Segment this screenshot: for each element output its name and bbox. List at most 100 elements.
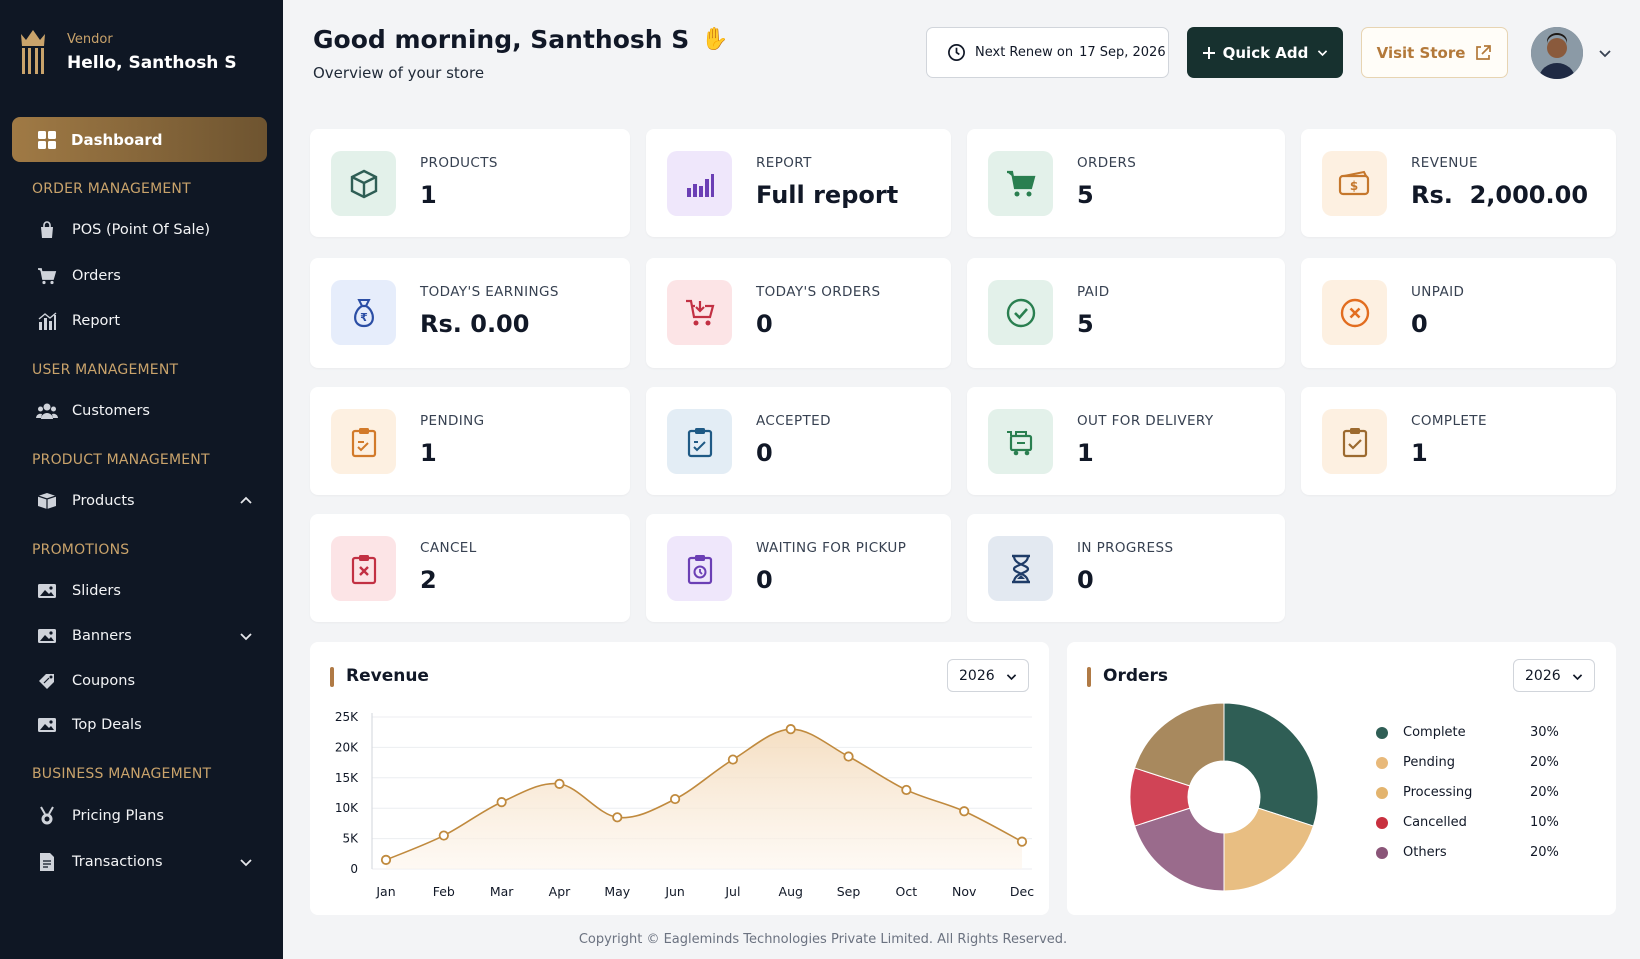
stat-label: PENDING bbox=[420, 413, 485, 429]
clipboard-check-icon bbox=[687, 427, 712, 457]
sidebar-item-dashboard[interactable]: Dashboard bbox=[12, 117, 267, 162]
bar-chart-icon bbox=[36, 310, 58, 332]
sidebar-item-banners[interactable]: Banners bbox=[24, 619, 264, 653]
legend-percent: 10% bbox=[1530, 815, 1559, 830]
sidebar-item-label: POS (Point Of Sale) bbox=[72, 222, 211, 238]
stat-card-revenue[interactable]: $ REVENUE Rs. 2,000.00 bbox=[1301, 129, 1616, 237]
sidebar-item-coupons[interactable]: Coupons bbox=[24, 664, 264, 698]
sidebar-item-customers[interactable]: Customers bbox=[24, 394, 264, 428]
stat-card-unpaid[interactable]: UNPAID 0 bbox=[1301, 258, 1616, 368]
stat-label: PAID bbox=[1077, 284, 1110, 300]
y-tick-label: 5K bbox=[342, 832, 359, 846]
stat-value: Full report bbox=[756, 181, 899, 209]
x-tick-label: Dec bbox=[1010, 884, 1034, 899]
sidebar-item-transactions[interactable]: Transactions bbox=[24, 845, 264, 879]
renew-info: Next Renew on 17 Sep, 2026 bbox=[926, 27, 1169, 78]
grid-icon bbox=[38, 130, 56, 149]
legend-dot bbox=[1376, 756, 1388, 769]
delivery-cart-icon bbox=[1006, 430, 1032, 455]
sidebar-item-label: Sliders bbox=[72, 583, 121, 599]
stat-icon-box bbox=[988, 280, 1053, 345]
svg-text:₹: ₹ bbox=[360, 311, 368, 324]
data-point-oct bbox=[901, 784, 912, 796]
stat-card-cancel[interactable]: CANCEL 2 bbox=[310, 514, 630, 622]
stat-label: TODAY'S ORDERS bbox=[756, 284, 881, 300]
sidebar-item-pricing-plans[interactable]: Pricing Plans bbox=[24, 799, 264, 833]
stat-value: 1 bbox=[420, 181, 437, 209]
orders-donut-chart bbox=[1129, 702, 1319, 892]
sidebar-item-report[interactable]: Report bbox=[24, 304, 264, 338]
stat-label: PRODUCTS bbox=[420, 155, 498, 171]
stat-value: 0 bbox=[1077, 566, 1094, 594]
stat-value: 1 bbox=[420, 439, 437, 467]
page-title: Good morning, Santhosh S ✋ bbox=[313, 25, 729, 54]
waving-hand-icon: ✋ bbox=[701, 27, 729, 52]
avatar[interactable] bbox=[1531, 27, 1583, 79]
sidebar-item-label: Report bbox=[72, 313, 121, 329]
section-order-management: ORDER MANAGEMENT bbox=[32, 181, 191, 197]
clipboard-check-icon bbox=[1342, 427, 1367, 457]
stat-value: 0 bbox=[756, 566, 773, 594]
stat-card-orders[interactable]: ORDERS 5 bbox=[967, 129, 1285, 237]
data-point-nov bbox=[959, 806, 970, 817]
sidebar-item-products[interactable]: Products bbox=[24, 484, 264, 518]
stat-card-pending[interactable]: PENDING 1 bbox=[310, 387, 630, 495]
orders-year-select[interactable]: 2026 bbox=[1513, 659, 1595, 692]
money-bag-icon: ₹ bbox=[353, 298, 374, 327]
sidebar-item-orders[interactable]: Orders bbox=[24, 259, 264, 293]
sidebar-item-label: Dashboard bbox=[71, 130, 163, 149]
stat-card-report[interactable]: REPORT Full report bbox=[646, 129, 951, 237]
stat-card-accepted[interactable]: ACCEPTED 0 bbox=[646, 387, 951, 495]
external-link-icon bbox=[1476, 44, 1492, 60]
renew-label: Next Renew on bbox=[975, 45, 1074, 60]
data-point-may bbox=[612, 812, 623, 823]
stat-label: ORDERS bbox=[1077, 155, 1137, 171]
stat-card-waiting-for-pickup[interactable]: WAITING FOR PICKUP 0 bbox=[646, 514, 951, 622]
chevron-down-icon bbox=[1572, 674, 1583, 681]
sidebar-item-label: Banners bbox=[72, 628, 132, 644]
legend-percent: 20% bbox=[1530, 785, 1559, 800]
stat-card-todays-orders[interactable]: TODAY'S ORDERS 0 bbox=[646, 258, 951, 368]
y-tick-label: 10K bbox=[335, 801, 359, 815]
donut-slice-pending bbox=[1223, 807, 1315, 892]
stat-value: Rs. 2,000.00 bbox=[1411, 181, 1589, 209]
revenue-panel-title: Revenue bbox=[330, 666, 429, 687]
stat-card-products[interactable]: PRODUCTS 1 bbox=[310, 129, 630, 237]
x-tick-label: Sep bbox=[837, 884, 861, 899]
stat-icon-box bbox=[331, 151, 396, 216]
visit-store-button[interactable]: Visit Store bbox=[1361, 27, 1508, 78]
stat-icon-box bbox=[667, 536, 732, 601]
image-icon bbox=[36, 580, 58, 602]
sidebar-item-top-deals[interactable]: Top Deals bbox=[24, 708, 264, 742]
stat-label: COMPLETE bbox=[1411, 413, 1487, 429]
sidebar: Vendor Hello, Santhosh S Dashboard ORDER… bbox=[0, 0, 283, 959]
stat-card-todays-earnings[interactable]: ₹ TODAY'S EARNINGS Rs. 0.00 bbox=[310, 258, 630, 368]
stat-value: 0 bbox=[1411, 310, 1428, 338]
legend-label: Complete bbox=[1403, 725, 1466, 740]
stat-card-paid[interactable]: PAID 5 bbox=[967, 258, 1285, 368]
chevron-down-icon[interactable] bbox=[1597, 45, 1613, 61]
orders-panel-title: Orders bbox=[1087, 666, 1168, 687]
section-business-management: BUSINESS MANAGEMENT bbox=[32, 766, 212, 782]
stat-label: UNPAID bbox=[1411, 284, 1465, 300]
medal-icon bbox=[36, 805, 58, 827]
x-tick-label: Aug bbox=[779, 884, 803, 899]
stat-card-out-for-delivery[interactable]: OUT FOR DELIVERY 1 bbox=[967, 387, 1285, 495]
x-tick-label: Oct bbox=[896, 884, 918, 899]
data-point-apr bbox=[554, 778, 565, 789]
image-icon bbox=[36, 714, 58, 736]
y-tick-label: 25K bbox=[335, 710, 359, 724]
sidebar-item-pos[interactable]: POS (Point Of Sale) bbox=[24, 213, 264, 247]
stat-icon-box bbox=[988, 151, 1053, 216]
stat-card-in-progress[interactable]: IN PROGRESS 0 bbox=[967, 514, 1285, 622]
quick-add-button[interactable]: Quick Add bbox=[1187, 27, 1343, 78]
x-tick-label: Apr bbox=[549, 884, 571, 899]
legend-item-cancelled: Cancelled 10% bbox=[1376, 815, 1576, 830]
x-tick-label: Feb bbox=[433, 884, 455, 899]
data-point-sep bbox=[843, 751, 854, 762]
stat-card-complete[interactable]: COMPLETE 1 bbox=[1301, 387, 1616, 495]
section-product-management: PRODUCT MANAGEMENT bbox=[32, 452, 210, 468]
sidebar-item-sliders[interactable]: Sliders bbox=[24, 574, 264, 608]
data-point-mar bbox=[496, 797, 507, 808]
revenue-year-select[interactable]: 2026 bbox=[947, 659, 1029, 692]
